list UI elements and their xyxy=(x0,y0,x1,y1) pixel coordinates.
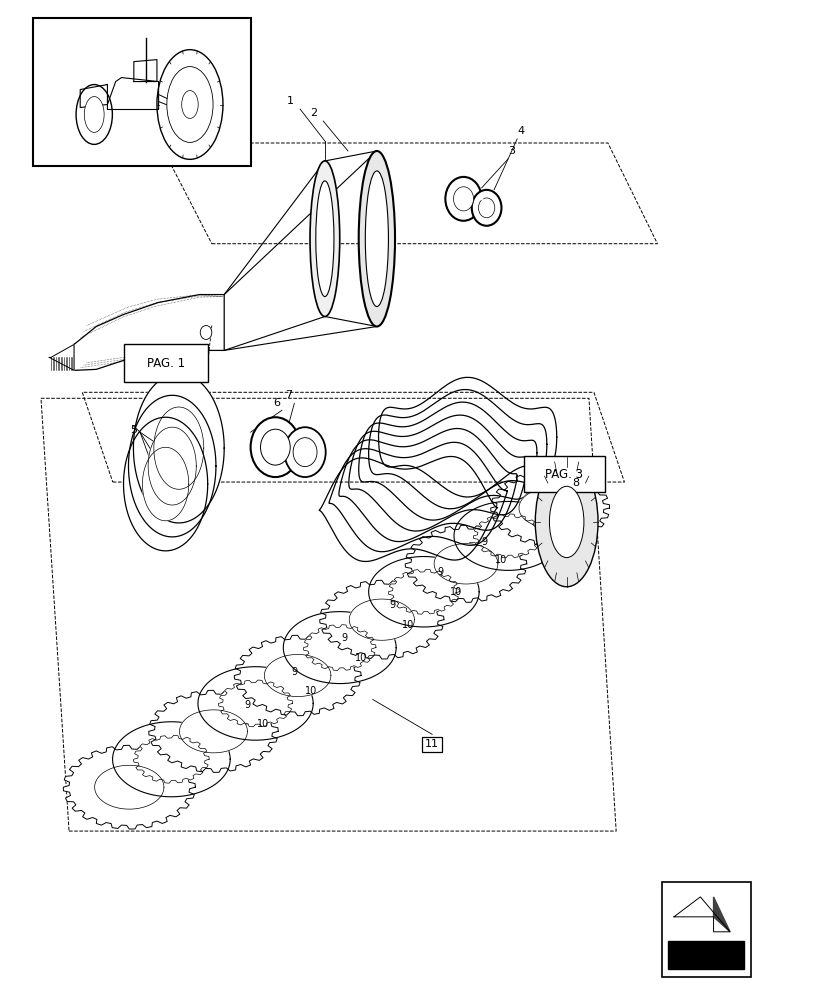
Polygon shape xyxy=(112,722,230,797)
Polygon shape xyxy=(319,580,443,659)
Polygon shape xyxy=(264,654,331,697)
Text: 9: 9 xyxy=(389,600,394,610)
Polygon shape xyxy=(198,667,313,740)
Ellipse shape xyxy=(157,50,222,159)
Polygon shape xyxy=(490,470,609,546)
Text: 9: 9 xyxy=(245,700,251,710)
Ellipse shape xyxy=(309,161,339,317)
Text: 9: 9 xyxy=(291,667,298,677)
Text: 10: 10 xyxy=(304,686,317,696)
Text: 9: 9 xyxy=(341,633,347,643)
Ellipse shape xyxy=(535,457,597,587)
Ellipse shape xyxy=(251,417,299,477)
Polygon shape xyxy=(453,501,562,570)
Text: 4: 4 xyxy=(517,126,523,136)
Bar xyxy=(33,18,251,166)
Text: 10: 10 xyxy=(401,620,414,630)
Ellipse shape xyxy=(453,187,473,211)
Polygon shape xyxy=(713,897,729,932)
Polygon shape xyxy=(149,690,278,772)
Polygon shape xyxy=(142,447,189,521)
Text: 10: 10 xyxy=(450,587,462,597)
Text: 3: 3 xyxy=(508,146,514,156)
Bar xyxy=(523,456,604,492)
Text: 10: 10 xyxy=(257,719,269,729)
Polygon shape xyxy=(128,395,216,537)
Polygon shape xyxy=(404,525,526,602)
Ellipse shape xyxy=(167,67,213,142)
Polygon shape xyxy=(133,735,209,783)
Polygon shape xyxy=(368,557,479,627)
Polygon shape xyxy=(80,85,108,107)
Polygon shape xyxy=(667,941,743,969)
Text: 8: 8 xyxy=(571,478,579,488)
Polygon shape xyxy=(133,373,224,523)
Ellipse shape xyxy=(478,198,495,218)
Text: 2: 2 xyxy=(309,108,317,118)
Ellipse shape xyxy=(293,438,317,467)
Text: 6: 6 xyxy=(273,398,280,408)
Polygon shape xyxy=(123,417,208,551)
Polygon shape xyxy=(519,488,581,528)
Polygon shape xyxy=(179,710,247,753)
Ellipse shape xyxy=(471,190,501,226)
Ellipse shape xyxy=(284,427,325,477)
Polygon shape xyxy=(74,295,224,370)
Text: 10: 10 xyxy=(495,555,506,565)
Polygon shape xyxy=(349,599,414,640)
Ellipse shape xyxy=(200,325,212,339)
Polygon shape xyxy=(234,635,361,716)
Polygon shape xyxy=(473,514,543,558)
Text: PAG. 1: PAG. 1 xyxy=(146,357,184,370)
Ellipse shape xyxy=(358,151,394,326)
Polygon shape xyxy=(63,745,195,829)
Ellipse shape xyxy=(445,177,481,221)
Ellipse shape xyxy=(315,181,333,297)
Text: 11: 11 xyxy=(424,739,438,749)
Text: PAG. 3: PAG. 3 xyxy=(544,468,582,481)
Polygon shape xyxy=(673,897,729,932)
Text: 1: 1 xyxy=(286,96,294,106)
Ellipse shape xyxy=(181,91,198,118)
Polygon shape xyxy=(148,427,196,505)
Polygon shape xyxy=(388,569,459,614)
Ellipse shape xyxy=(365,171,388,307)
Polygon shape xyxy=(218,680,292,727)
Ellipse shape xyxy=(84,97,104,132)
Polygon shape xyxy=(304,625,375,670)
Polygon shape xyxy=(433,544,497,584)
Text: 7: 7 xyxy=(285,390,292,400)
Text: 9: 9 xyxy=(437,567,442,577)
Polygon shape xyxy=(134,60,157,82)
Text: 10: 10 xyxy=(354,653,366,663)
Polygon shape xyxy=(49,344,74,370)
Polygon shape xyxy=(283,612,395,684)
Bar xyxy=(661,882,750,977)
Ellipse shape xyxy=(76,85,112,144)
Polygon shape xyxy=(94,765,164,809)
Polygon shape xyxy=(154,407,203,489)
Ellipse shape xyxy=(261,429,290,465)
Bar xyxy=(123,344,208,382)
Text: 9: 9 xyxy=(481,537,487,547)
Polygon shape xyxy=(108,78,159,109)
Ellipse shape xyxy=(549,486,583,558)
Text: 5: 5 xyxy=(131,425,137,435)
